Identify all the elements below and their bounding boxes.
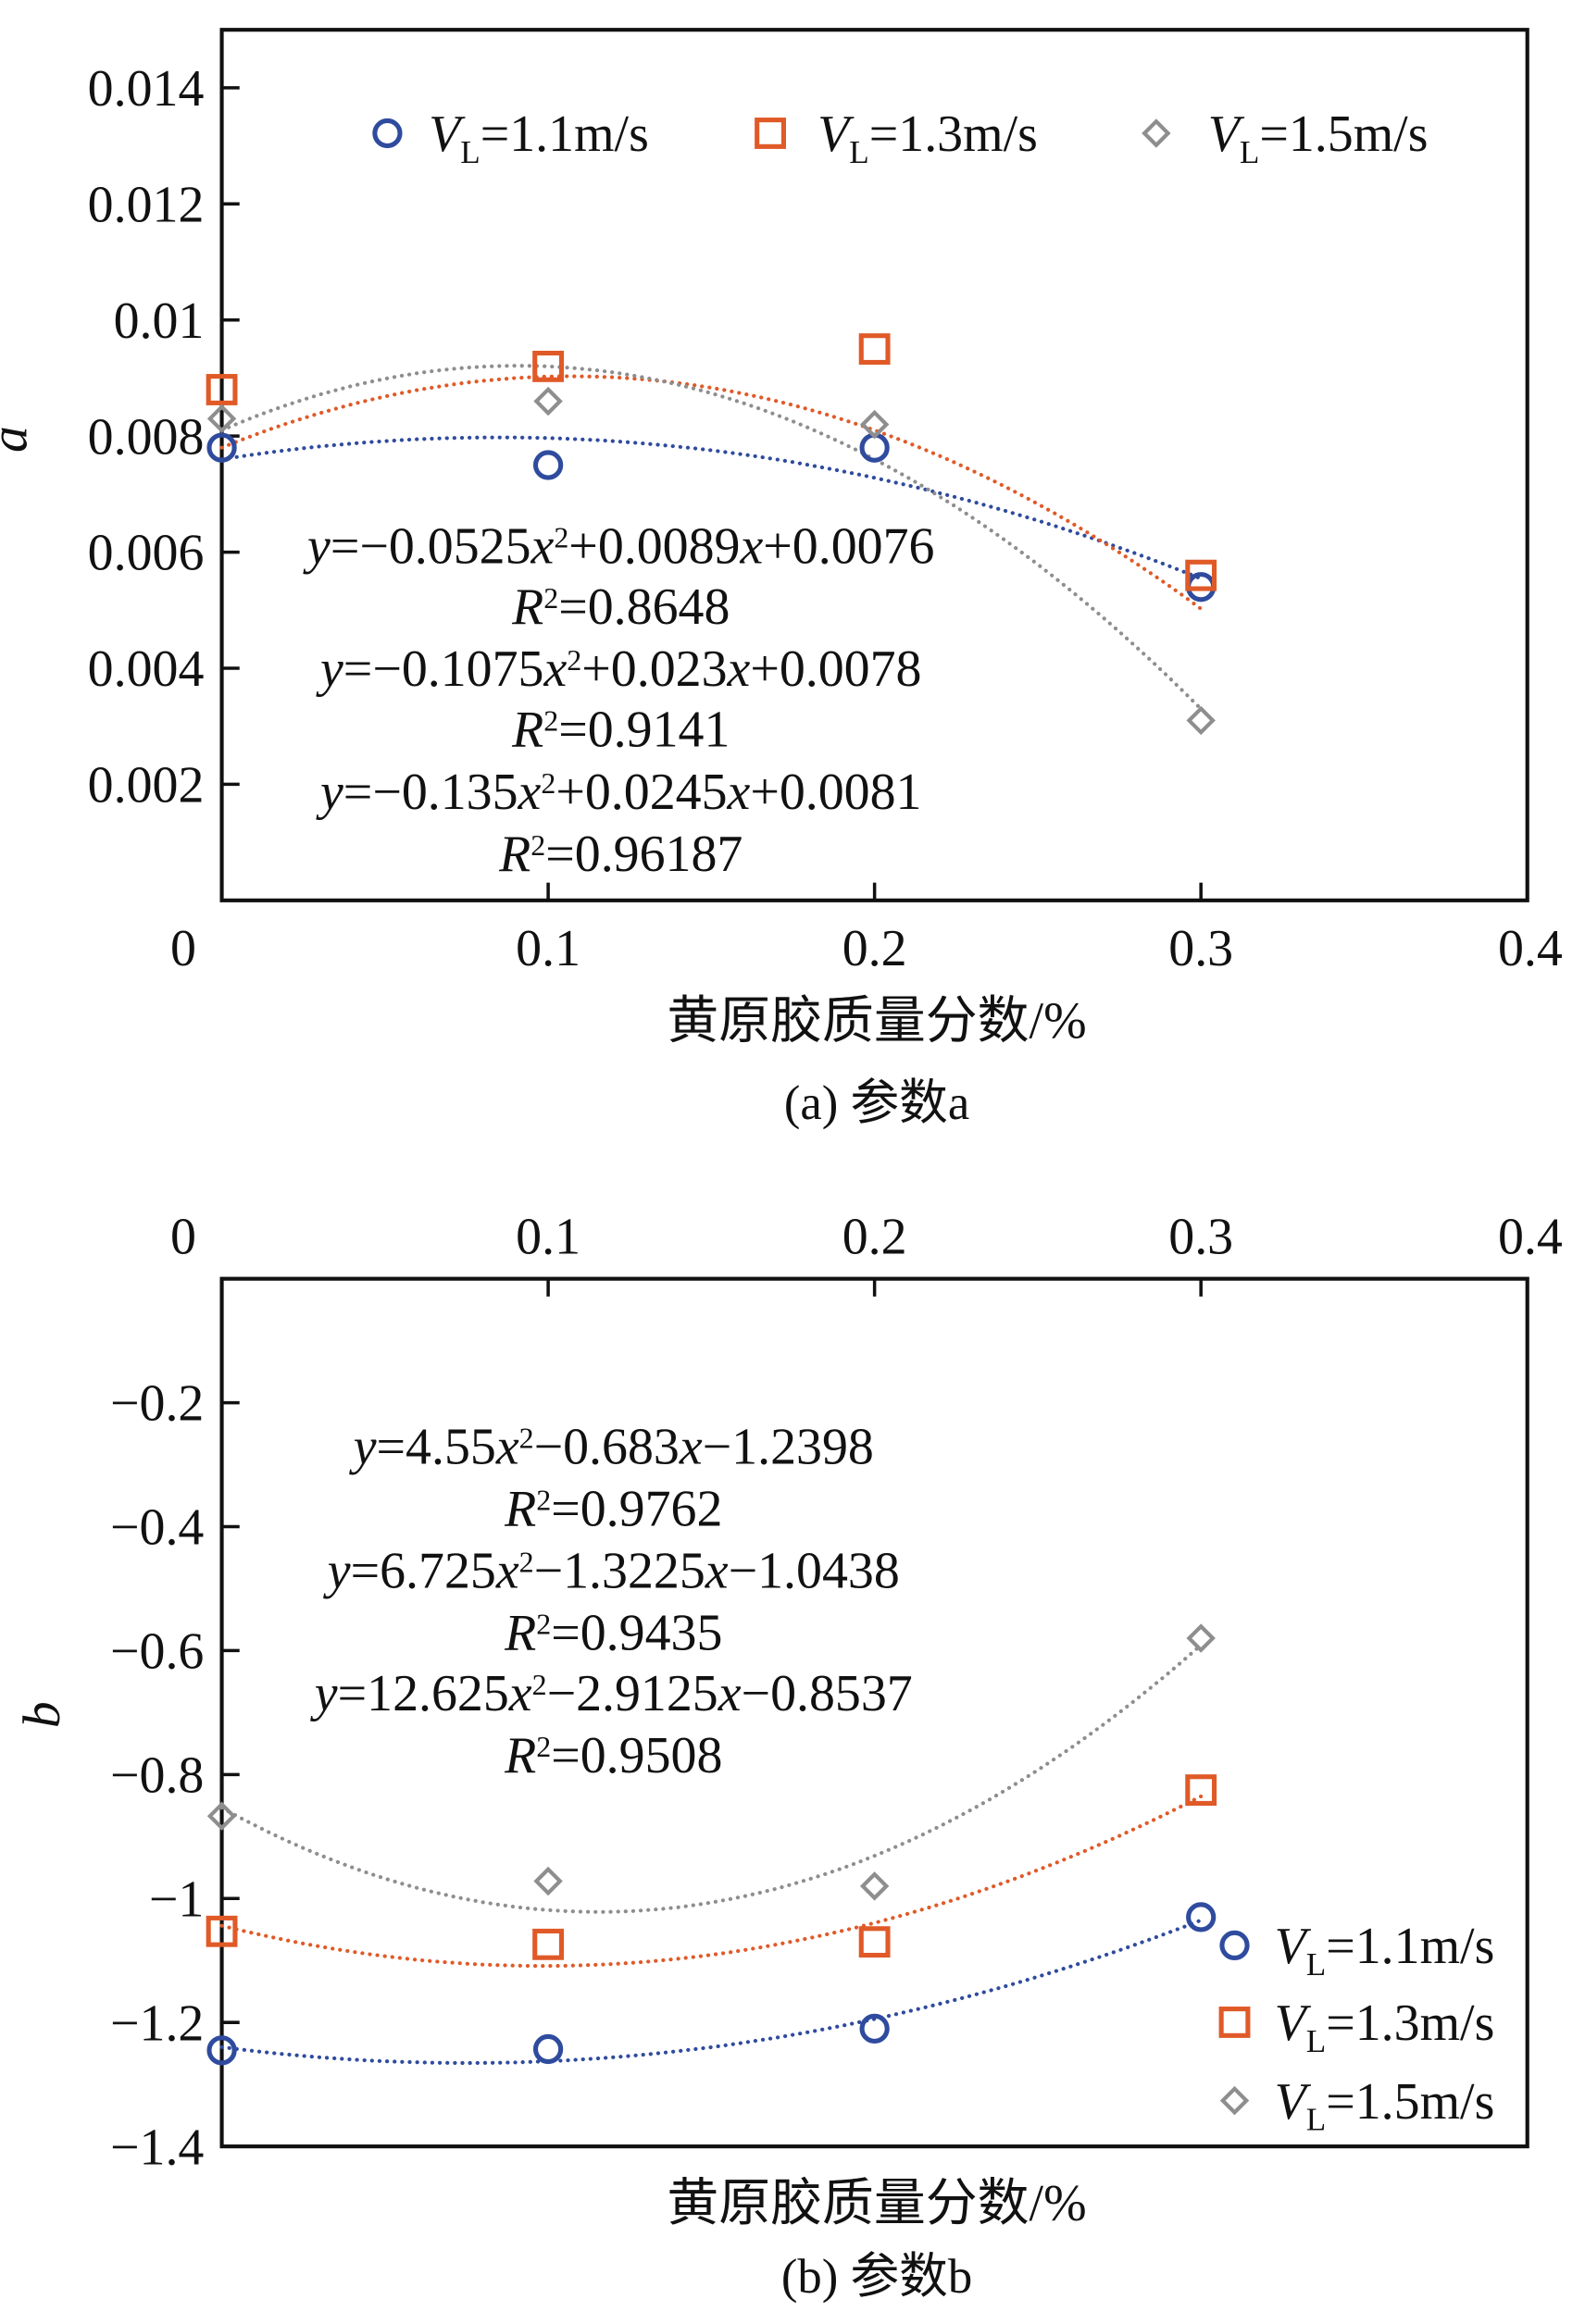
data-point-series-2 [532, 350, 565, 382]
x-tick-label: 0.3 [1168, 920, 1233, 977]
y-tick-label: −0.2 [110, 1375, 204, 1433]
y-tick-label: 0.004 [88, 640, 205, 698]
y-tick-label: 0.008 [88, 408, 205, 466]
data-point-series-3 [206, 1801, 237, 1831]
y-tick-label: 0.002 [88, 757, 205, 814]
data-point-series-3 [533, 1866, 563, 1896]
fit-curve-series-1 [219, 435, 1204, 581]
r-squared-annotation: R2=0.9141 [511, 702, 730, 759]
data-point-series-1 [206, 2035, 237, 2066]
data-point-series-2 [1185, 1774, 1217, 1807]
legend-label-series-1: VL=1.1m/s [1275, 1918, 1495, 1982]
y-axis-title: b [13, 1701, 71, 1728]
x-tick-label: 0.2 [842, 1209, 907, 1266]
data-point-series-2 [206, 374, 238, 405]
x-axis-title: 黄原胶质量分数/% [667, 2175, 1086, 2232]
fit-equation-annotation: y=−0.1075x2+0.023x+0.0078 [316, 640, 922, 698]
x-tick-label: 0.2 [842, 920, 907, 977]
data-point-series-2 [532, 1928, 565, 1960]
fit-curve-series-2 [219, 1794, 1204, 1969]
y-tick-label: 0.01 [114, 292, 205, 350]
legend-label-series-1: VL=1.1m/s [429, 106, 649, 170]
y-tick-label: 0.012 [88, 176, 205, 233]
y-tick-label: −1 [149, 1870, 204, 1928]
legend-marker-series-2 [1218, 2007, 1251, 2038]
panel-caption: (a) 参数a [784, 1076, 969, 1130]
data-point-series-3 [859, 409, 890, 440]
data-point-series-2 [858, 1926, 891, 1958]
panel-caption: (b) 参数b [781, 2250, 972, 2304]
x-tick-label: 0 [170, 920, 196, 977]
fit-curve-series-2 [219, 374, 1204, 611]
data-point-series-1 [1186, 1902, 1217, 1933]
legend-label-series-2: VL=1.3m/s [817, 106, 1038, 170]
y-axis-title: a [0, 426, 39, 453]
x-tick-label: 0.4 [1498, 920, 1563, 977]
fit-curve-series-1 [219, 1918, 1204, 2066]
x-tick-label: 0.4 [1498, 1209, 1563, 1266]
r-squared-annotation: R2=0.96187 [498, 826, 743, 883]
y-tick-label: −0.8 [110, 1747, 204, 1805]
r-squared-annotation: R2=0.9435 [504, 1605, 722, 1662]
x-tick-label: 0.3 [1168, 1209, 1233, 1266]
data-point-series-1 [206, 432, 237, 463]
data-point-series-3 [1186, 1623, 1216, 1653]
legend-label-series-3: VL=1.5m/s [1208, 106, 1429, 170]
data-point-series-2 [206, 1915, 238, 1947]
x-tick-label: 0.1 [516, 920, 580, 977]
x-tick-label: 0.1 [516, 1209, 580, 1266]
legend-marker-series-1 [372, 118, 403, 149]
data-point-series-2 [858, 333, 891, 366]
y-tick-label: −0.6 [110, 1623, 204, 1681]
data-point-series-3 [206, 404, 237, 434]
r-squared-annotation: R2=0.9762 [504, 1480, 722, 1537]
legend-marker-series-3 [1219, 2085, 1250, 2116]
y-tick-label: −0.4 [110, 1499, 204, 1557]
fit-equation-annotation: y=−0.0525x2+0.0089x+0.0076 [303, 518, 934, 576]
y-tick-label: 0.006 [88, 525, 205, 582]
chart-panel-b: −0.2 −0.4 −0.6 −0.8 −1 −1.2 −1.4 0 0.1 0.2 0.3 0.4 黄… [13, 1209, 1563, 2305]
data-point-series-1 [532, 450, 564, 480]
data-point-series-2 [1185, 559, 1217, 591]
data-point-series-3 [533, 386, 563, 416]
x-axis-title: 黄原胶质量分数/% [667, 992, 1086, 1050]
fit-equation-annotation: y=−0.135x2+0.0245x+0.0081 [316, 764, 922, 821]
y-tick-label: −1.2 [110, 1995, 204, 2052]
y-tick-label: 0.014 [88, 60, 205, 118]
chart-panel-a: 0.002 0.004 0.006 0.008 0.01 0.012 0.014 0 0.1 0.… [0, 28, 1563, 1130]
y-tick-label: −1.4 [110, 2119, 204, 2176]
data-point-series-3 [1186, 705, 1216, 736]
data-point-series-3 [859, 1871, 890, 1901]
legend-marker-series-2 [755, 118, 786, 149]
legend-marker-series-1 [1219, 1930, 1250, 1961]
fit-equation-annotation: y=4.55x2−0.683x−1.2398 [349, 1418, 874, 1475]
data-point-series-1 [859, 2013, 890, 2044]
legend-label-series-2: VL=1.3m/s [1275, 1995, 1495, 2059]
legend-marker-series-3 [1142, 118, 1171, 148]
fit-equation-annotation: y=12.625x2−2.9125x−0.8537 [310, 1665, 913, 1722]
x-tick-label: 0 [170, 1209, 196, 1266]
fit-equation-annotation: y=6.725x2−1.3225x−1.0438 [323, 1542, 900, 1599]
legend-label-series-3: VL=1.5m/s [1275, 2073, 1495, 2138]
data-point-series-1 [532, 2033, 564, 2065]
r-squared-annotation: R2=0.8648 [511, 578, 730, 636]
r-squared-annotation: R2=0.9508 [504, 1727, 722, 1784]
